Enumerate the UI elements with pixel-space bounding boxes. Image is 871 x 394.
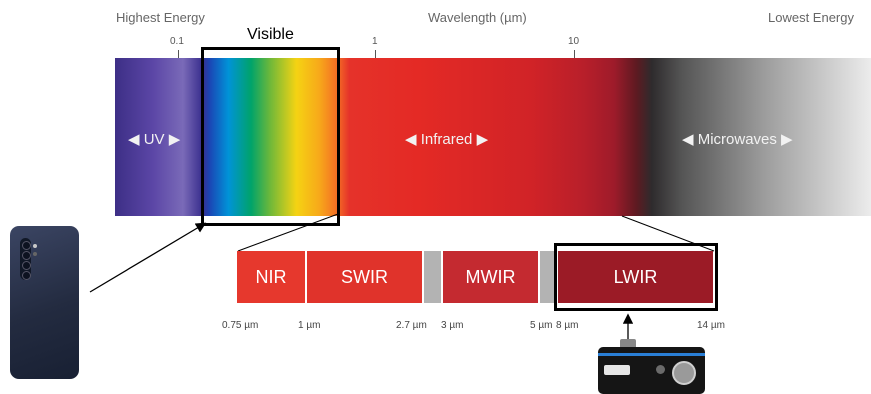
tick-label-10: 10 xyxy=(568,36,580,47)
lwir-label: LWIR xyxy=(613,266,658,287)
swir-segment: SWIR xyxy=(307,251,422,303)
accent-stripe xyxy=(598,353,705,356)
camera-lens-icon xyxy=(22,251,31,260)
sensor-window-icon xyxy=(656,365,665,374)
camera-lens-icon xyxy=(22,241,31,250)
thermal-camera-icon xyxy=(598,347,705,394)
camera-lens-icon xyxy=(22,261,31,270)
tick-label-1: 1 xyxy=(372,36,378,47)
gap-segment xyxy=(540,251,556,303)
camera-lens-icon xyxy=(22,271,31,280)
flash-icon xyxy=(33,244,37,248)
tick-label-0-1: 0.1 xyxy=(170,36,184,47)
subband-tick-5: 5 µm xyxy=(530,320,553,331)
tick-mark-0-1 xyxy=(178,50,179,58)
nir-segment: NIR xyxy=(237,251,305,303)
subband-tick-0-75: 0.75 µm xyxy=(222,320,259,331)
subband-tick-2-7: 2.7 µm xyxy=(396,320,427,331)
wavelength-label: Wavelength (µm) xyxy=(428,10,527,25)
mwir-segment: MWIR xyxy=(443,251,538,303)
tick-mark-1 xyxy=(375,50,376,58)
smartphone-icon xyxy=(10,226,79,379)
spectrum-bar xyxy=(115,58,871,216)
subband-tick-8: 8 µm xyxy=(556,320,579,331)
mwir-label: MWIR xyxy=(465,266,516,287)
sensor-icon xyxy=(33,252,37,256)
lens-icon xyxy=(672,361,696,385)
swir-label: SWIR xyxy=(341,266,388,287)
infrared-label: ◀ Infrared ▶ xyxy=(405,131,489,148)
lowest-energy-label: Lowest Energy xyxy=(768,10,854,25)
subband-tick-3: 3 µm xyxy=(441,320,464,331)
subband-tick-1: 1 µm xyxy=(298,320,321,331)
lwir-frame xyxy=(554,243,718,311)
nir-label: NIR xyxy=(255,266,287,287)
usb-connector-icon xyxy=(620,339,636,348)
uv-label: ◀ UV ▶ xyxy=(128,131,181,148)
tick-mark-10 xyxy=(574,50,575,58)
subband-tick-14: 14 µm xyxy=(697,320,725,331)
visible-label: Visible xyxy=(247,26,294,43)
visible-frame xyxy=(201,47,340,226)
microwaves-label: ◀ Microwaves ▶ xyxy=(682,131,793,148)
lwir-segment: LWIR xyxy=(558,251,713,303)
highest-energy-label: Highest Energy xyxy=(116,10,205,25)
logo-icon xyxy=(604,365,630,375)
gap-segment xyxy=(424,251,441,303)
